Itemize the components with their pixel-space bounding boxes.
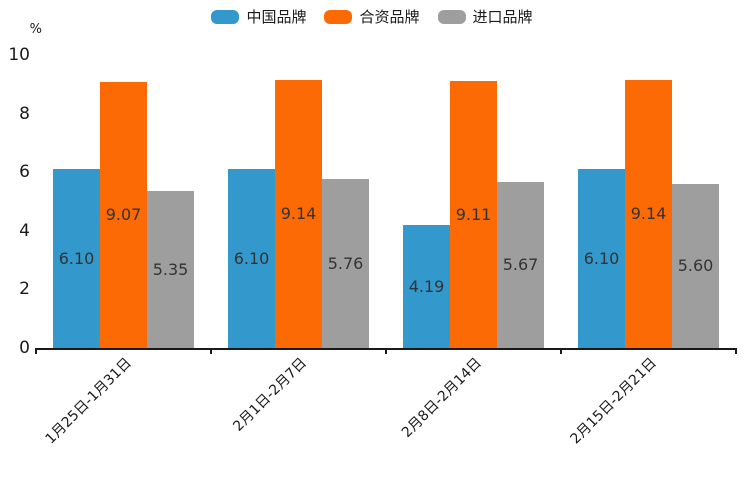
plot-area: 6.10 9.07 5.35 6.10 9.14 5.76 4.19 9.11 5.67 6.10… bbox=[36, 55, 736, 350]
bar-value-label: 9.14 bbox=[280, 204, 317, 224]
bar-value-label: 5.76 bbox=[327, 253, 364, 273]
bar-value-label: 4.19 bbox=[408, 276, 445, 296]
bar-value-label: 6.10 bbox=[58, 248, 95, 268]
bar-0-3 bbox=[578, 169, 625, 348]
legend-marker-icon bbox=[211, 10, 240, 24]
legend-label: 中国品牌 bbox=[246, 8, 307, 26]
x-axis-tick bbox=[735, 348, 737, 354]
bar-value-label: 5.60 bbox=[677, 255, 714, 275]
x-tick-label: 2月1日-2月7日 bbox=[230, 355, 310, 435]
bar-value-label: 6.10 bbox=[583, 248, 620, 268]
bar-2-1 bbox=[322, 179, 369, 348]
bar-value-label: 6.10 bbox=[233, 248, 270, 268]
bar-value-label: 9.07 bbox=[105, 205, 142, 225]
x-axis-tick bbox=[210, 348, 212, 354]
bar-2-2 bbox=[497, 181, 544, 348]
y-tick-label: 4 bbox=[19, 220, 30, 241]
legend-marker-icon bbox=[324, 10, 353, 24]
bar-value-label: 5.35 bbox=[152, 259, 189, 279]
bar-0-0 bbox=[53, 169, 100, 348]
bar-0-1 bbox=[228, 169, 275, 348]
legend-label: 进口品牌 bbox=[472, 8, 533, 26]
x-tick-label: 2月15日-2月21日 bbox=[567, 355, 660, 448]
bar-value-label: 9.11 bbox=[455, 204, 492, 224]
y-tick-label: 2 bbox=[19, 279, 30, 300]
bar-1-3 bbox=[625, 80, 672, 348]
bar-1-1 bbox=[275, 80, 322, 348]
legend-marker-icon bbox=[437, 10, 466, 24]
legend-item[interactable]: 进口品牌 bbox=[437, 8, 533, 26]
bar-value-label: 9.14 bbox=[630, 204, 667, 224]
bar-value-label: 5.67 bbox=[502, 254, 539, 274]
x-tick-label: 2月8日-2月14日 bbox=[398, 355, 485, 441]
bar-0-2 bbox=[403, 225, 450, 348]
legend: 中国品牌 合资品牌 进口品牌 bbox=[0, 8, 744, 26]
bar-2-0 bbox=[147, 191, 194, 348]
legend-item[interactable]: 合资品牌 bbox=[324, 8, 420, 26]
y-axis-unit-label: % bbox=[29, 22, 42, 37]
x-axis-tick bbox=[35, 348, 37, 354]
legend-item[interactable]: 中国品牌 bbox=[211, 8, 306, 26]
y-tick-label: 0 bbox=[19, 338, 30, 358]
bar-1-2 bbox=[450, 81, 497, 348]
x-axis-tick bbox=[385, 348, 387, 354]
x-axis-tick bbox=[560, 348, 562, 354]
legend-label: 合资品牌 bbox=[359, 8, 420, 26]
y-tick-label: 6 bbox=[19, 162, 30, 183]
y-tick-label: 8 bbox=[19, 103, 30, 124]
bar-1-0 bbox=[100, 82, 147, 348]
bar-2-3 bbox=[672, 183, 719, 348]
y-tick-label: 10 bbox=[8, 45, 30, 65]
x-tick-label: 1月25日-1月31日 bbox=[42, 355, 135, 448]
